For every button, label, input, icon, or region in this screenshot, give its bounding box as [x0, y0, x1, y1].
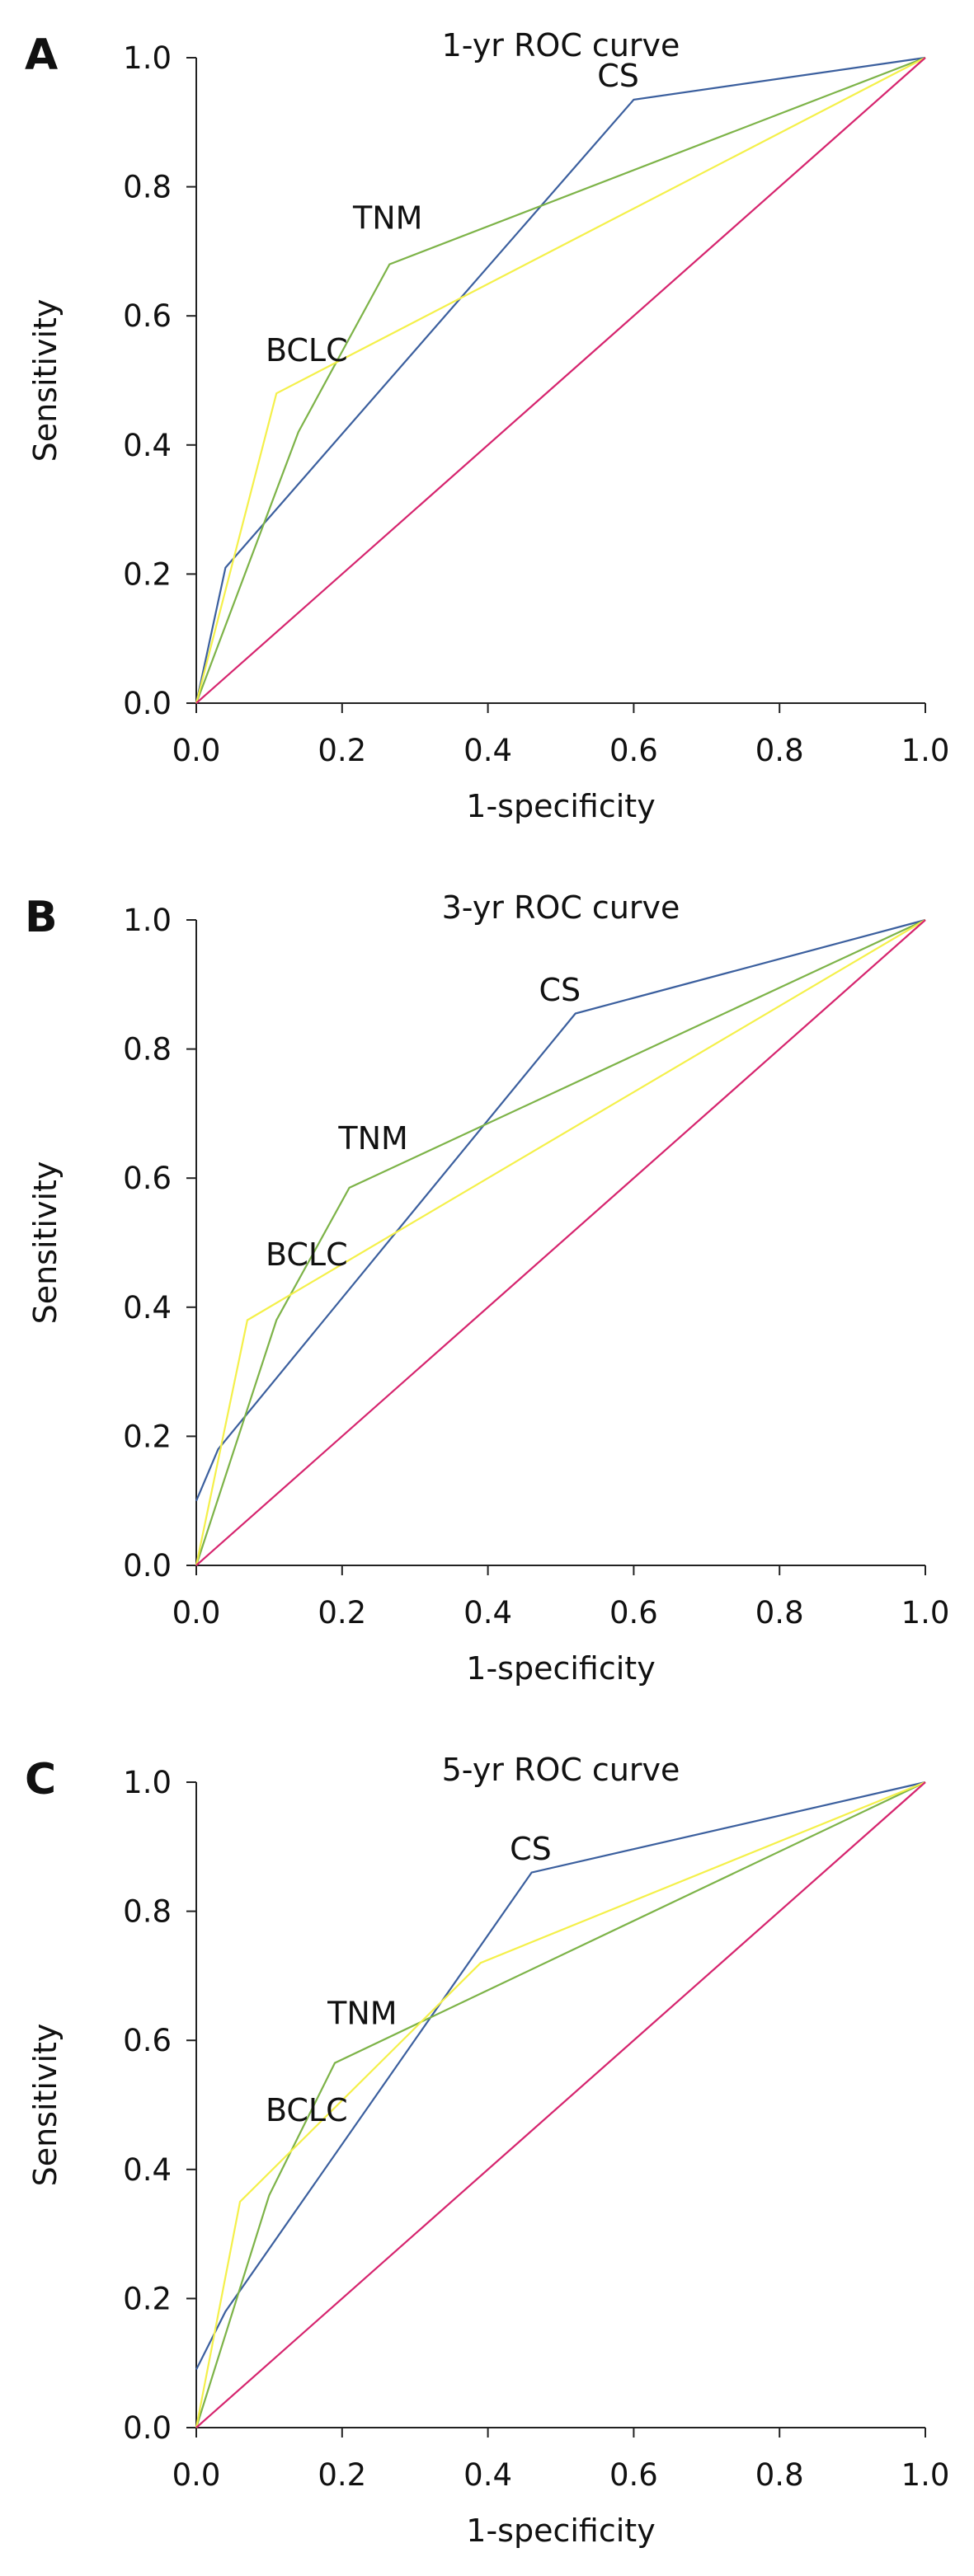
y-tick-label: 0.4	[123, 1290, 172, 1326]
roc-chart-b: 0.0 0.2 0.4 0.6 0.8 1.0 0.0 0.2 0.4 0.6 0.8 1.0 1-sp…	[25, 889, 950, 1687]
y-tick-label: 1.0	[123, 1765, 172, 1800]
y-tick-label: 1.0	[123, 40, 172, 76]
series-line-bclc	[195, 57, 926, 704]
reference-diagonal-line	[195, 57, 926, 704]
series-label-cs: CS	[597, 58, 639, 94]
x-tick-label: 0.6	[609, 2457, 658, 2493]
x-axis-title: 1-specificity	[466, 1650, 655, 1687]
roc-chart-c: 0.0 0.2 0.4 0.6 0.8 1.0 0.0 0.2 0.4 0.6 0.8 1.0 1-sp…	[25, 1752, 950, 2549]
x-tick-label: 0.2	[318, 2457, 366, 2493]
x-tick-label: 0.8	[755, 2457, 804, 2493]
x-axis-title: 1-specificity	[466, 2513, 655, 2549]
series-label-cs: CS	[510, 1831, 552, 1867]
series-label-tnm: TNM	[337, 1120, 407, 1157]
x-tick-label: 0.8	[755, 733, 804, 768]
x-tick-label: 0.2	[318, 1595, 366, 1631]
y-axis-title: Sensitivity	[27, 2024, 64, 2187]
roc-panel-b: 0.0 0.2 0.4 0.6 0.8 1.0 0.0 0.2 0.4 0.6 0.8 1.0 1-sp…	[0, 862, 974, 1720]
x-tick-label: 0.4	[463, 1595, 512, 1631]
y-tick-label: 0.6	[123, 2023, 172, 2058]
series-label-bclc: BCLC	[266, 1236, 348, 1273]
panel-letter: B	[25, 893, 58, 942]
y-tick-label: 0.6	[123, 1161, 172, 1196]
y-tick-label: 0.2	[123, 2281, 172, 2316]
y-axis-title: Sensitivity	[27, 1161, 64, 1325]
series-label-cs: CS	[539, 972, 581, 1008]
x-tick-label: 1.0	[901, 1595, 950, 1631]
reference-diagonal-line	[195, 919, 926, 1566]
y-tick-label: 0.0	[123, 686, 172, 721]
panel-letter: C	[25, 1755, 56, 1804]
series-line-bclc	[195, 919, 926, 1566]
y-tick-label: 0.0	[123, 1548, 172, 1584]
roc-panel-a: 0.0 0.2 0.4 0.6 0.8 1.0 0.0 0.2 0.4 0.6 0.8 1.0 1-sp…	[0, 0, 974, 857]
series-line-tnm	[195, 919, 926, 1566]
x-tick-label: 0.4	[463, 2457, 512, 2493]
y-tick-label: 0.8	[123, 170, 172, 205]
y-tick-label: 1.0	[123, 903, 172, 938]
series-line-cs	[195, 1781, 926, 2370]
x-tick-label: 0.0	[172, 2457, 221, 2493]
y-tick-label: 0.6	[123, 298, 172, 334]
chart-title: 3-yr ROC curve	[442, 889, 680, 926]
series-label-bclc: BCLC	[266, 332, 348, 368]
x-axis-title: 1-specificity	[466, 788, 655, 824]
x-tick-label: 0.2	[318, 733, 366, 768]
chart-title: 1-yr ROC curve	[442, 27, 680, 63]
series-line-tnm	[195, 56, 926, 704]
series-line-cs	[195, 56, 926, 704]
series-line-tnm	[195, 1781, 926, 2428]
x-tick-label: 0.8	[755, 1595, 804, 1631]
x-tick-label: 0.0	[172, 733, 221, 768]
panel-letter: A	[25, 30, 58, 80]
series-label-tnm: TNM	[327, 1996, 397, 2032]
chart-title: 5-yr ROC curve	[442, 1752, 680, 1788]
x-tick-label: 0.0	[172, 1595, 221, 1631]
series-label-bclc: BCLC	[266, 2092, 348, 2128]
y-tick-label: 0.2	[123, 1419, 172, 1454]
y-tick-label: 0.8	[123, 1894, 172, 1930]
y-tick-label: 0.4	[123, 2152, 172, 2188]
y-tick-label: 0.4	[123, 428, 172, 463]
reference-diagonal-line	[195, 1781, 926, 2428]
x-tick-label: 1.0	[901, 2457, 950, 2493]
y-axis-title: Sensitivity	[27, 299, 64, 462]
roc-chart-a: 0.0 0.2 0.4 0.6 0.8 1.0 0.0 0.2 0.4 0.6 0.8 1.0 1-sp…	[25, 27, 950, 824]
x-tick-label: 0.6	[609, 733, 658, 768]
x-tick-label: 1.0	[901, 733, 950, 768]
roc-panel-c: 0.0 0.2 0.4 0.6 0.8 1.0 0.0 0.2 0.4 0.6 0.8 1.0 1-sp…	[0, 1724, 974, 2576]
x-tick-label: 0.6	[609, 1595, 658, 1631]
y-tick-label: 0.0	[123, 2410, 172, 2446]
y-tick-label: 0.8	[123, 1032, 172, 1067]
series-line-bclc	[195, 1781, 926, 2428]
series-label-tnm: TNM	[352, 199, 422, 236]
y-tick-label: 0.2	[123, 556, 172, 592]
x-tick-label: 0.4	[463, 733, 512, 768]
